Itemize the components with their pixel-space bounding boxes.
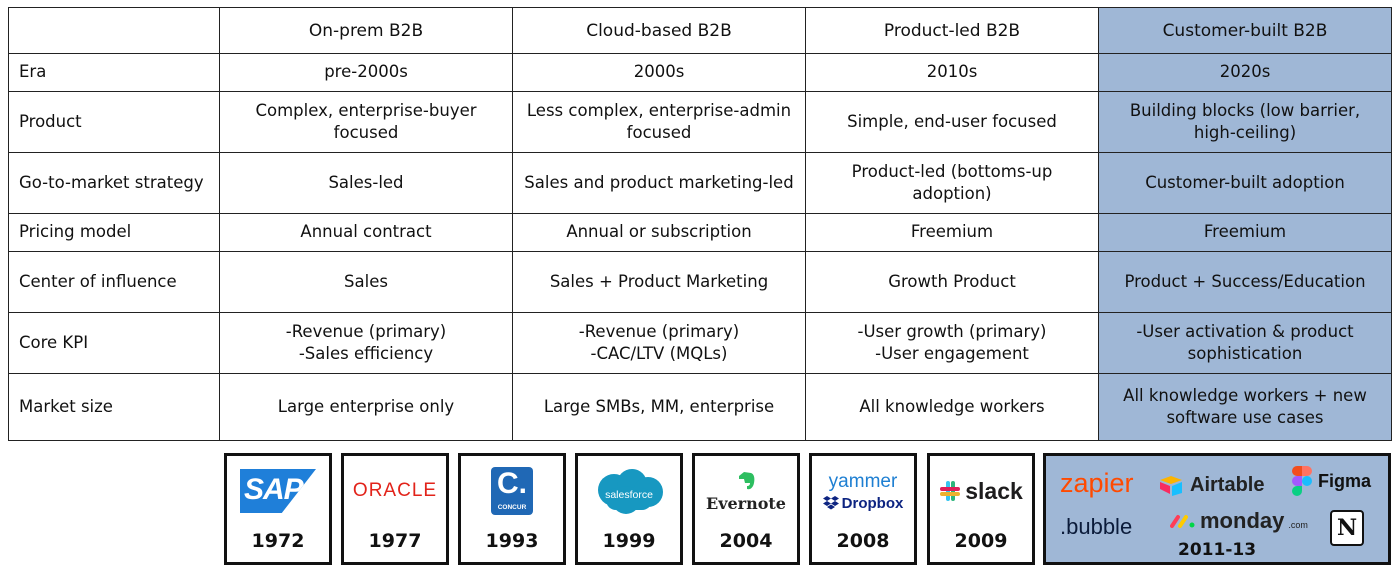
table-cell: All knowledge workers + new software use…	[1098, 373, 1392, 441]
evernote-logo-text: Evernote	[706, 493, 786, 513]
table-row: Product Complex, enterprise-buyer focuse…	[8, 90, 1392, 153]
table-cell: 2010s	[805, 53, 1099, 92]
oracle-logo-text: ORACLE	[352, 480, 438, 501]
airtable-logo-text: Airtable	[1190, 474, 1265, 496]
row-label: Pricing model	[8, 213, 220, 252]
row-label: Product	[8, 90, 220, 153]
table-cell: Building blocks (low barrier, high-ceili…	[1098, 90, 1392, 153]
comparison-table: On-prem B2B Cloud-based B2B Product-led …	[8, 7, 1392, 441]
slack-logo-text: slack	[965, 477, 1023, 504]
header-row: On-prem B2B Cloud-based B2B Product-led …	[8, 7, 1392, 54]
salesforce-logo-text: salesforce	[605, 489, 653, 501]
slack-card: slack 2009	[927, 453, 1035, 565]
figma-logo-text: Figma	[1318, 470, 1372, 491]
table-cell: Product-led (bottoms-up adoption)	[805, 151, 1099, 215]
sap-card: SAP 1972	[224, 453, 332, 565]
header-product-led: Product-led B2B	[805, 7, 1099, 54]
yammer-dropbox-year: 2008	[836, 530, 890, 552]
table-cell: Annual or subscription	[512, 213, 806, 252]
oracle-card: ORACLE 1977	[341, 453, 449, 565]
monday-logo-text: monday	[1200, 508, 1285, 533]
yammer-dropbox-logos: yammer Dropbox	[812, 464, 914, 518]
header-customer-built: Customer-built B2B	[1098, 7, 1392, 54]
table-row: Go-to-market strategy Sales-led Sales an…	[8, 151, 1392, 215]
concur-logo-mark: C.	[497, 467, 527, 500]
table-cell: -User growth (primary) -User engagement	[805, 312, 1099, 375]
modern-tools-year: 2011-13	[1178, 540, 1257, 560]
yammer-dropbox-card: yammer Dropbox 2008	[809, 453, 917, 565]
row-label: Era	[8, 53, 220, 92]
monday-logo: monday .com	[1170, 508, 1308, 534]
oracle-year: 1977	[368, 530, 422, 552]
table-cell: Large SMBs, MM, enterprise	[512, 373, 806, 441]
modern-tools-card: zapier Airtable Figma .bubble monday .co…	[1043, 453, 1391, 565]
table-cell: -User activation & product sophisticatio…	[1098, 312, 1392, 375]
table-cell: Sales + Product Marketing	[512, 250, 806, 314]
table-cell: 2000s	[512, 53, 806, 92]
concur-year: 1993	[485, 530, 539, 552]
salesforce-year: 1999	[602, 530, 656, 552]
table-row: Center of influence Sales Sales + Produc…	[8, 250, 1392, 314]
table-cell: -Revenue (primary) -Sales efficiency	[219, 312, 513, 375]
table-cell: pre-2000s	[219, 53, 513, 92]
row-label: Center of influence	[8, 250, 220, 314]
figma-icon	[1292, 466, 1312, 496]
table-row: Era pre-2000s 2000s 2010s 2020s	[8, 53, 1392, 92]
table-cell: 2020s	[1098, 53, 1392, 92]
row-label: Go-to-market strategy	[8, 151, 220, 215]
monday-logo-suffix: .com	[1288, 520, 1308, 530]
table-cell: Annual contract	[219, 213, 513, 252]
figma-logo: Figma	[1292, 466, 1371, 496]
table-cell: Less complex, enterprise-admin focused	[512, 90, 806, 153]
evernote-elephant-icon	[738, 471, 755, 489]
table-row: Market size Large enterprise only Large …	[8, 373, 1392, 441]
zapier-logo-text: zapier	[1060, 468, 1134, 498]
table-row: Core KPI -Revenue (primary) -Sales effic…	[8, 312, 1392, 375]
salesforce-card: salesforce 1999	[575, 453, 683, 565]
sap-logo-text: SAP	[244, 473, 304, 506]
salesforce-logo: salesforce	[578, 464, 680, 518]
concur-card: C. CONCUR 1993	[458, 453, 566, 565]
table-cell: Customer-built adoption	[1098, 151, 1392, 215]
table-cell: Complex, enterprise-buyer focused	[219, 90, 513, 153]
header-on-prem: On-prem B2B	[219, 7, 513, 54]
slack-logo: slack	[930, 464, 1032, 518]
row-label: Market size	[8, 373, 220, 441]
airtable-logo: Airtable	[1158, 474, 1264, 497]
sap-year: 1972	[251, 530, 305, 552]
notion-icon: N	[1330, 510, 1364, 546]
bubble-logo-text: .bubble	[1060, 514, 1133, 539]
dropbox-logo-text: Dropbox	[841, 494, 904, 512]
row-label: Core KPI	[8, 312, 220, 375]
table-cell: Large enterprise only	[219, 373, 513, 441]
table-cell: Freemium	[1098, 213, 1392, 252]
table-cell: Sales and product marketing-led	[512, 151, 806, 215]
oracle-logo: ORACLE	[344, 464, 446, 518]
table-cell: Sales	[219, 250, 513, 314]
slack-year: 2009	[954, 530, 1008, 552]
salesforce-cloud-icon: salesforce	[598, 469, 663, 514]
evernote-year: 2004	[719, 530, 773, 552]
dropbox-logo: Dropbox	[822, 494, 904, 512]
header-corner	[8, 7, 220, 54]
table-cell: Sales-led	[219, 151, 513, 215]
table-row: Pricing model Annual contract Annual or …	[8, 213, 1392, 252]
header-cloud: Cloud-based B2B	[512, 7, 806, 54]
table-cell: Product + Success/Education	[1098, 250, 1392, 314]
table-cell: Growth Product	[805, 250, 1099, 314]
dropbox-icon	[822, 496, 839, 510]
evernote-card: Evernote 2004	[692, 453, 800, 565]
monday-icon	[1170, 515, 1195, 528]
table-cell: Freemium	[805, 213, 1099, 252]
evernote-logo: Evernote	[695, 464, 797, 518]
yammer-logo-text: yammer	[828, 470, 898, 492]
concur-logo: C. CONCUR	[461, 464, 563, 518]
table-cell: -Revenue (primary) -CAC/LTV (MQLs)	[512, 312, 806, 375]
sap-logo: SAP	[227, 464, 329, 518]
table-cell: All knowledge workers	[805, 373, 1099, 441]
concur-logo-text: CONCUR	[497, 504, 527, 511]
table-cell: Simple, end-user focused	[805, 90, 1099, 153]
slack-hash-icon	[940, 481, 961, 501]
airtable-icon	[1160, 475, 1182, 496]
